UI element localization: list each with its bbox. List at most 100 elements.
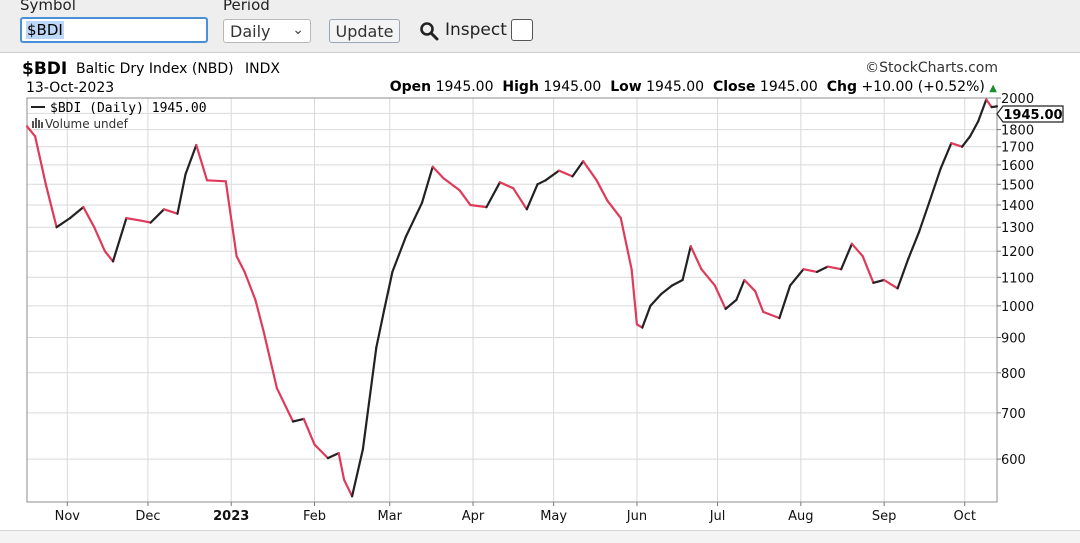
search-icon[interactable] bbox=[419, 21, 439, 41]
price-segment bbox=[928, 167, 942, 202]
y-tick-label: 1700 bbox=[1001, 141, 1034, 156]
price-segment bbox=[33, 135, 47, 186]
price-segment bbox=[990, 105, 999, 109]
chart-exchange: INDX bbox=[245, 61, 280, 77]
price-segment bbox=[619, 217, 633, 271]
price-segment bbox=[442, 177, 461, 192]
chg-label: Chg bbox=[826, 79, 857, 95]
price-segment bbox=[917, 199, 931, 233]
price-segment bbox=[606, 199, 622, 220]
y-tick-label: 700 bbox=[1001, 407, 1026, 422]
stockcharts-watermark: ©StockCharts.com bbox=[865, 60, 998, 76]
price-segment bbox=[850, 242, 864, 258]
y-tick-label: 1600 bbox=[1001, 159, 1034, 174]
price-segment bbox=[275, 387, 295, 423]
price-chart: 600 700 800 900 1000 1100 1200 1300 1400 1500 1600… bbox=[25, 92, 1064, 524]
legend-volume-label: Volume undef bbox=[45, 117, 129, 131]
price-segment bbox=[195, 143, 209, 182]
x-tick-label: Apr bbox=[462, 509, 485, 524]
price-segment bbox=[802, 268, 819, 273]
price-segment bbox=[176, 173, 187, 215]
price-segment bbox=[391, 235, 407, 273]
price-segment bbox=[985, 98, 993, 109]
symbol-input[interactable]: $BDI bbox=[20, 17, 208, 43]
price-segment bbox=[235, 255, 246, 273]
toolbar: Symbol Period $BDI Daily ⌄ Update Inspec… bbox=[0, 0, 1080, 53]
y-tick-label: 800 bbox=[1001, 367, 1026, 382]
price-segment bbox=[649, 293, 663, 307]
price-segment bbox=[582, 160, 598, 182]
y-tick-label: 1100 bbox=[1001, 271, 1034, 286]
price-segment bbox=[861, 255, 875, 284]
price-segment bbox=[103, 250, 115, 263]
price-segment bbox=[313, 443, 329, 460]
last-value-label: 1945.00 bbox=[1003, 108, 1062, 123]
legend-series-label: $BDI (Daily) 1945.00 bbox=[50, 101, 207, 116]
price-segment bbox=[93, 226, 107, 253]
price-segment bbox=[536, 179, 547, 186]
close-value: 1945.00 bbox=[759, 79, 818, 95]
price-segment bbox=[743, 278, 757, 293]
price-segment bbox=[431, 165, 445, 180]
price-segment bbox=[383, 270, 394, 310]
period-select[interactable]: Daily ⌄ bbox=[223, 19, 311, 43]
x-tick-label: Sep bbox=[872, 509, 897, 524]
price-segment bbox=[291, 417, 305, 423]
price-segment bbox=[872, 278, 886, 284]
open-value: 1945.00 bbox=[435, 79, 494, 95]
y-axis: 600 700 800 900 1000 1100 1200 1300 1400 1500 1600… bbox=[997, 92, 1034, 468]
up-arrow-icon: ▲ bbox=[989, 83, 997, 94]
price-segment bbox=[162, 208, 179, 215]
price-segment bbox=[762, 310, 781, 320]
high-value: 1945.00 bbox=[543, 79, 602, 95]
y-tick-label: 900 bbox=[1001, 331, 1026, 346]
low-label: Low bbox=[610, 79, 642, 95]
chart-date: 13-Oct-2023 bbox=[26, 80, 115, 96]
chart-symbol: $BDI bbox=[22, 59, 68, 79]
price-segment bbox=[458, 189, 472, 207]
x-tick-label: Jun bbox=[626, 509, 647, 524]
price-segment bbox=[960, 135, 972, 148]
price-segment bbox=[840, 242, 854, 271]
open-label: Open bbox=[389, 79, 432, 95]
price-segment bbox=[138, 219, 152, 224]
price-segment bbox=[302, 417, 316, 446]
ohlc-readout: Open 1945.00 High 1945.00 Low 1945.00 Cl… bbox=[390, 79, 997, 95]
symbol-input-value: $BDI bbox=[26, 21, 64, 39]
inspect-checkbox[interactable] bbox=[511, 19, 533, 41]
chevron-down-icon: ⌄ bbox=[292, 22, 304, 38]
price-segment bbox=[659, 284, 674, 296]
price-segment bbox=[512, 187, 528, 211]
price-segment bbox=[44, 183, 58, 229]
x-tick-label: Oct bbox=[954, 509, 976, 524]
price-segment bbox=[125, 217, 141, 222]
x-tick-label: Nov bbox=[55, 509, 81, 524]
price-segment bbox=[882, 278, 899, 290]
plot-frame bbox=[26, 97, 998, 503]
price-segment bbox=[420, 165, 434, 204]
price-segment bbox=[641, 304, 652, 329]
symbol-label: Symbol bbox=[20, 0, 76, 14]
price-segment bbox=[82, 206, 96, 229]
price-segment bbox=[254, 298, 265, 332]
price-segment bbox=[469, 203, 488, 209]
price-segment bbox=[326, 452, 340, 460]
price-segment bbox=[670, 278, 684, 287]
x-axis: Nov Dec 2023 Feb Mar Apr May Jun Jul Aug Sep Oct bbox=[55, 502, 976, 524]
y-tick-label: 1200 bbox=[1001, 245, 1034, 260]
high-label: High bbox=[502, 79, 539, 95]
y-tick-label: 1400 bbox=[1001, 199, 1034, 214]
price-segment bbox=[205, 179, 227, 183]
price-segment bbox=[896, 257, 910, 290]
price-segment bbox=[815, 265, 829, 273]
price-segment bbox=[184, 143, 198, 176]
update-button[interactable]: Update bbox=[329, 19, 400, 43]
last-value-tag: 1945.00 bbox=[996, 105, 1064, 123]
price-segment bbox=[778, 284, 792, 320]
price-segment bbox=[681, 245, 692, 282]
x-tick-label: 2023 bbox=[213, 509, 249, 524]
close-label: Close bbox=[712, 79, 756, 95]
price-segment bbox=[343, 478, 354, 498]
price-segment bbox=[55, 217, 72, 229]
price-segment bbox=[485, 181, 501, 209]
